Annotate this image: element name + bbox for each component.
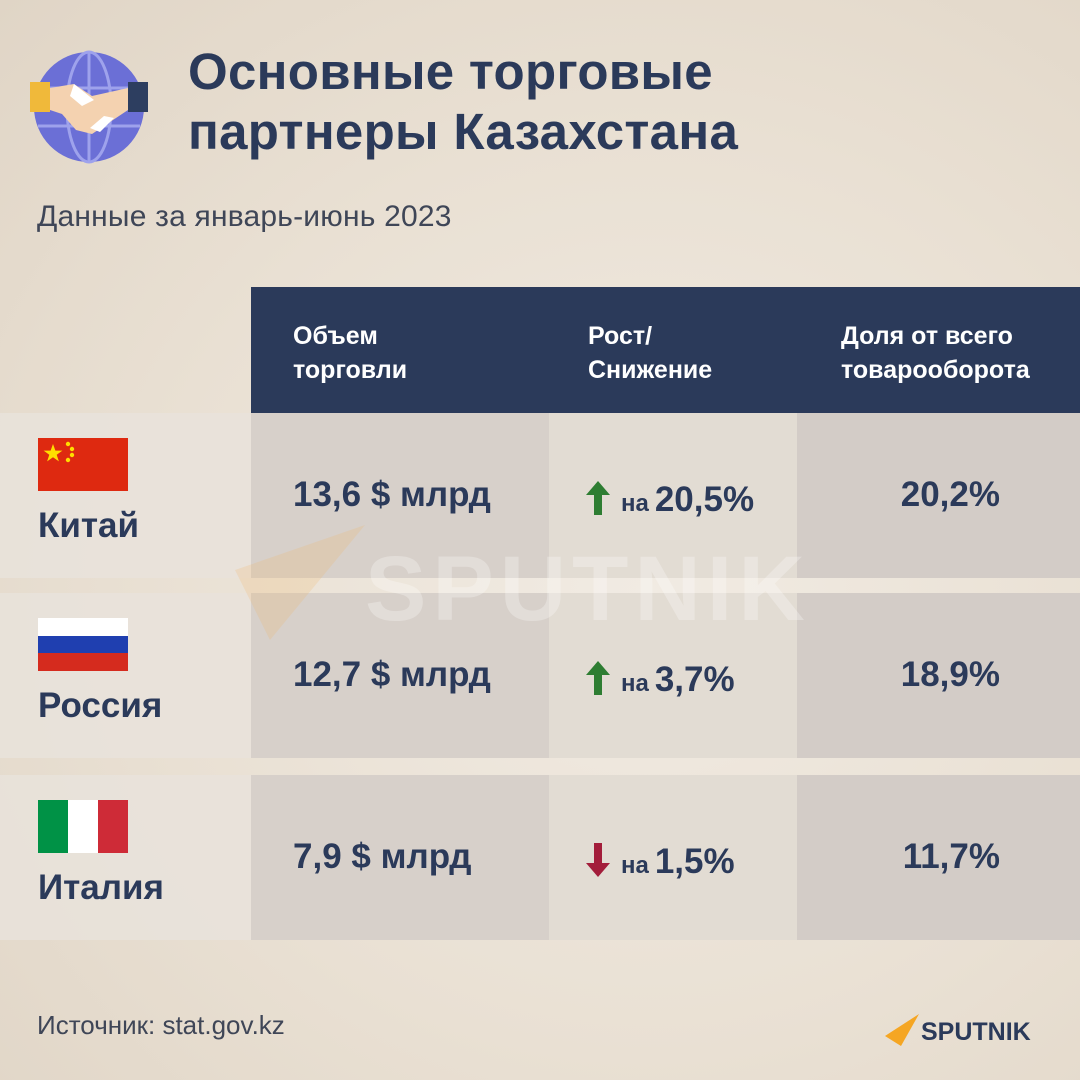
- arrow-up-icon: [586, 661, 610, 695]
- growth-value: на 20,5%: [585, 475, 754, 520]
- growth-cell: на 3,7%: [549, 593, 797, 758]
- growth-prefix: на: [621, 670, 649, 697]
- column-header-growth-line-2: Снижение: [588, 356, 713, 384]
- column-header-growth: Рост/ Снижение: [588, 319, 712, 387]
- growth-cell: на 20,5%: [549, 413, 797, 578]
- country-name: Италия: [38, 868, 164, 907]
- italy-flag-icon: [38, 800, 128, 853]
- page-title: Основные торговые партнеры Казахстана: [188, 42, 738, 162]
- column-header-share: Доля от всего товарооборота: [841, 319, 1030, 387]
- page-subtitle: Данные за январь-июнь 2023: [37, 200, 452, 233]
- growth-value: на 3,7%: [585, 655, 735, 700]
- growth-percent: 20,5%: [654, 480, 755, 519]
- handshake-globe-icon: [30, 50, 148, 164]
- growth-cell: на 1,5%: [549, 775, 797, 940]
- share-cell: 11,7%: [797, 775, 1080, 940]
- growth-percent: 3,7%: [654, 660, 735, 699]
- brand-text: SPUTNIK: [921, 1018, 1031, 1046]
- source-note: Источник: stat.gov.kz: [37, 1010, 285, 1040]
- trade-share: 20,2%: [900, 475, 1000, 514]
- column-header-growth-line-1: Рост/: [588, 322, 653, 350]
- arrow-down-icon: [586, 843, 610, 877]
- column-header-share-line-1: Доля от всего: [841, 322, 1013, 350]
- country-name: Россия: [38, 686, 163, 725]
- volume-cell: 7,9 $ млрд: [251, 775, 549, 940]
- growth-value: на 1,5%: [585, 837, 735, 882]
- column-header-volume-line-2: торговли: [293, 356, 408, 384]
- volume-cell: 12,7 $ млрд: [251, 593, 549, 758]
- country-name: Китай: [38, 506, 140, 545]
- table-header: Объем торговли Рост/ Снижение Доля от вс…: [251, 287, 1080, 413]
- volume-cell: 13,6 $ млрд: [251, 413, 549, 578]
- table-row: Италия 7,9 $ млрд на 1,5% 11,7%: [0, 775, 1080, 940]
- growth-percent: 1,5%: [654, 842, 735, 881]
- trade-share: 11,7%: [902, 837, 1000, 876]
- title-line-1: Основные торговые: [188, 43, 713, 100]
- title-line-2: партнеры Казахстана: [188, 103, 739, 160]
- trade-volume: 13,6 $ млрд: [293, 475, 491, 514]
- sputnik-logo: SPUTNIK: [885, 1014, 1031, 1046]
- growth-prefix: на: [621, 852, 649, 879]
- russia-flag-icon: [38, 618, 128, 671]
- table-row: Россия 12,7 $ млрд на 3,7% 18,9%: [0, 593, 1080, 758]
- share-cell: 18,9%: [797, 593, 1080, 758]
- trade-share: 18,9%: [900, 655, 1000, 694]
- share-cell: 20,2%: [797, 413, 1080, 578]
- arrow-up-icon: [586, 481, 610, 515]
- table-row: Китай 13,6 $ млрд на 20,5% 20,2%: [0, 413, 1080, 578]
- trade-volume: 12,7 $ млрд: [293, 655, 491, 694]
- growth-prefix: на: [621, 490, 649, 517]
- column-header-volume: Объем торговли: [293, 319, 407, 387]
- column-header-volume-line-1: Объем: [293, 322, 378, 350]
- trade-volume: 7,9 $ млрд: [293, 837, 472, 876]
- china-flag-icon: [38, 438, 128, 491]
- column-header-share-line-2: товарооборота: [841, 356, 1030, 384]
